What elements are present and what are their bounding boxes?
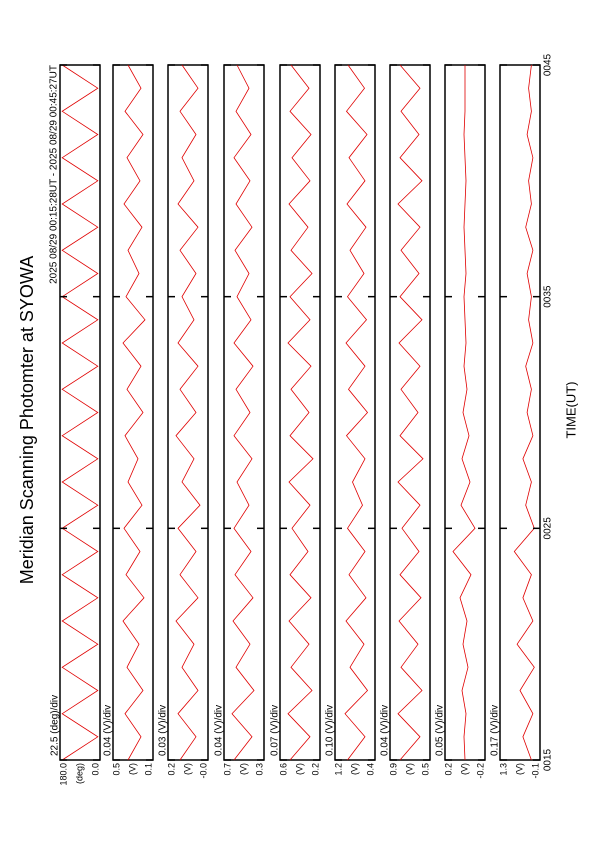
y-tick-label: 0.2 xyxy=(166,763,176,776)
y-tick-label: 0.5 xyxy=(420,763,430,776)
unit-label: (V) xyxy=(127,763,137,775)
panel-frame xyxy=(279,64,321,761)
unit-label: (V) xyxy=(182,763,192,775)
scale-label: 0.17 (V)/div xyxy=(490,705,501,756)
scale-label: 0.07 (V)/div xyxy=(270,705,281,756)
scale-label: 0.05 (V)/div xyxy=(435,705,446,756)
x-tick-label: 0035 xyxy=(543,285,554,308)
unit-label: (V) xyxy=(349,763,359,775)
scale-label: 0.04 (V)/div xyxy=(214,705,225,756)
chart-title: Meridian Scanning Photomter at SYOWA xyxy=(17,256,37,584)
panel-frame xyxy=(444,64,486,761)
x-tick-label: 0045 xyxy=(543,53,554,76)
y-tick-label: 0.1 xyxy=(143,763,153,776)
panel-frame xyxy=(59,64,101,761)
signal-line xyxy=(344,64,369,761)
y-tick-label: 1.2 xyxy=(333,763,343,776)
rotated-plot: Meridian Scanning Photomter at SYOWA 202… xyxy=(17,53,579,785)
panel-frame xyxy=(167,64,209,761)
signal-line xyxy=(397,64,424,761)
scale-label: 0.10 (V)/div xyxy=(325,705,336,756)
scale-label: 0.03 (V)/div xyxy=(158,705,169,756)
y-tick-label: 1.3 xyxy=(498,763,508,776)
y-tick-label: 0.7 xyxy=(222,763,232,776)
signal-line xyxy=(61,64,99,761)
y-tick-label: 0.3 xyxy=(254,763,264,776)
x-axis-label: TIME(UT) xyxy=(563,381,578,438)
y-tick-label: 0.2 xyxy=(443,763,453,776)
subtitle: 2025 08/29 00:15:28UT - 2025 08/29 00:45… xyxy=(49,65,60,284)
panel-frame xyxy=(112,64,154,761)
unit-label: (V) xyxy=(459,763,469,775)
unit-label: (V) xyxy=(404,763,414,775)
y-tick-label: 0.2 xyxy=(310,763,320,776)
panel-frame xyxy=(223,64,265,761)
panel-frame xyxy=(499,64,541,761)
signal-line xyxy=(287,64,314,761)
panel-frame xyxy=(334,64,376,761)
y-tick-label: 0.0 xyxy=(90,763,100,776)
scale-label: 0.04 (V)/div xyxy=(380,705,391,756)
unit-label: (V) xyxy=(238,763,248,775)
y-tick-label: -0.2 xyxy=(475,763,485,779)
x-tick-label: 0025 xyxy=(543,517,554,540)
scale-label: 0.04 (V)/div xyxy=(103,705,114,756)
x-tick-label: 0015 xyxy=(543,748,554,771)
unit-label: (V) xyxy=(514,763,524,775)
panel-frame xyxy=(389,64,431,761)
unit-label: (deg) xyxy=(74,763,84,784)
y-tick-label: 180.0 xyxy=(58,763,68,786)
unit-label: (V) xyxy=(294,763,304,775)
y-tick-label: 0.6 xyxy=(278,763,288,776)
signal-line xyxy=(513,64,535,761)
scale-label: 22.5 (deg)/div xyxy=(50,695,61,756)
y-tick-label: -0.1 xyxy=(530,763,540,779)
signal-line xyxy=(452,65,476,761)
y-tick-label: -0.0 xyxy=(198,763,208,779)
signal-line xyxy=(231,64,255,761)
y-tick-label: 0.4 xyxy=(365,763,375,776)
signal-line xyxy=(175,64,201,761)
y-tick-label: 0.9 xyxy=(388,763,398,776)
signal-line xyxy=(122,64,146,761)
y-tick-label: 0.5 xyxy=(111,763,121,776)
